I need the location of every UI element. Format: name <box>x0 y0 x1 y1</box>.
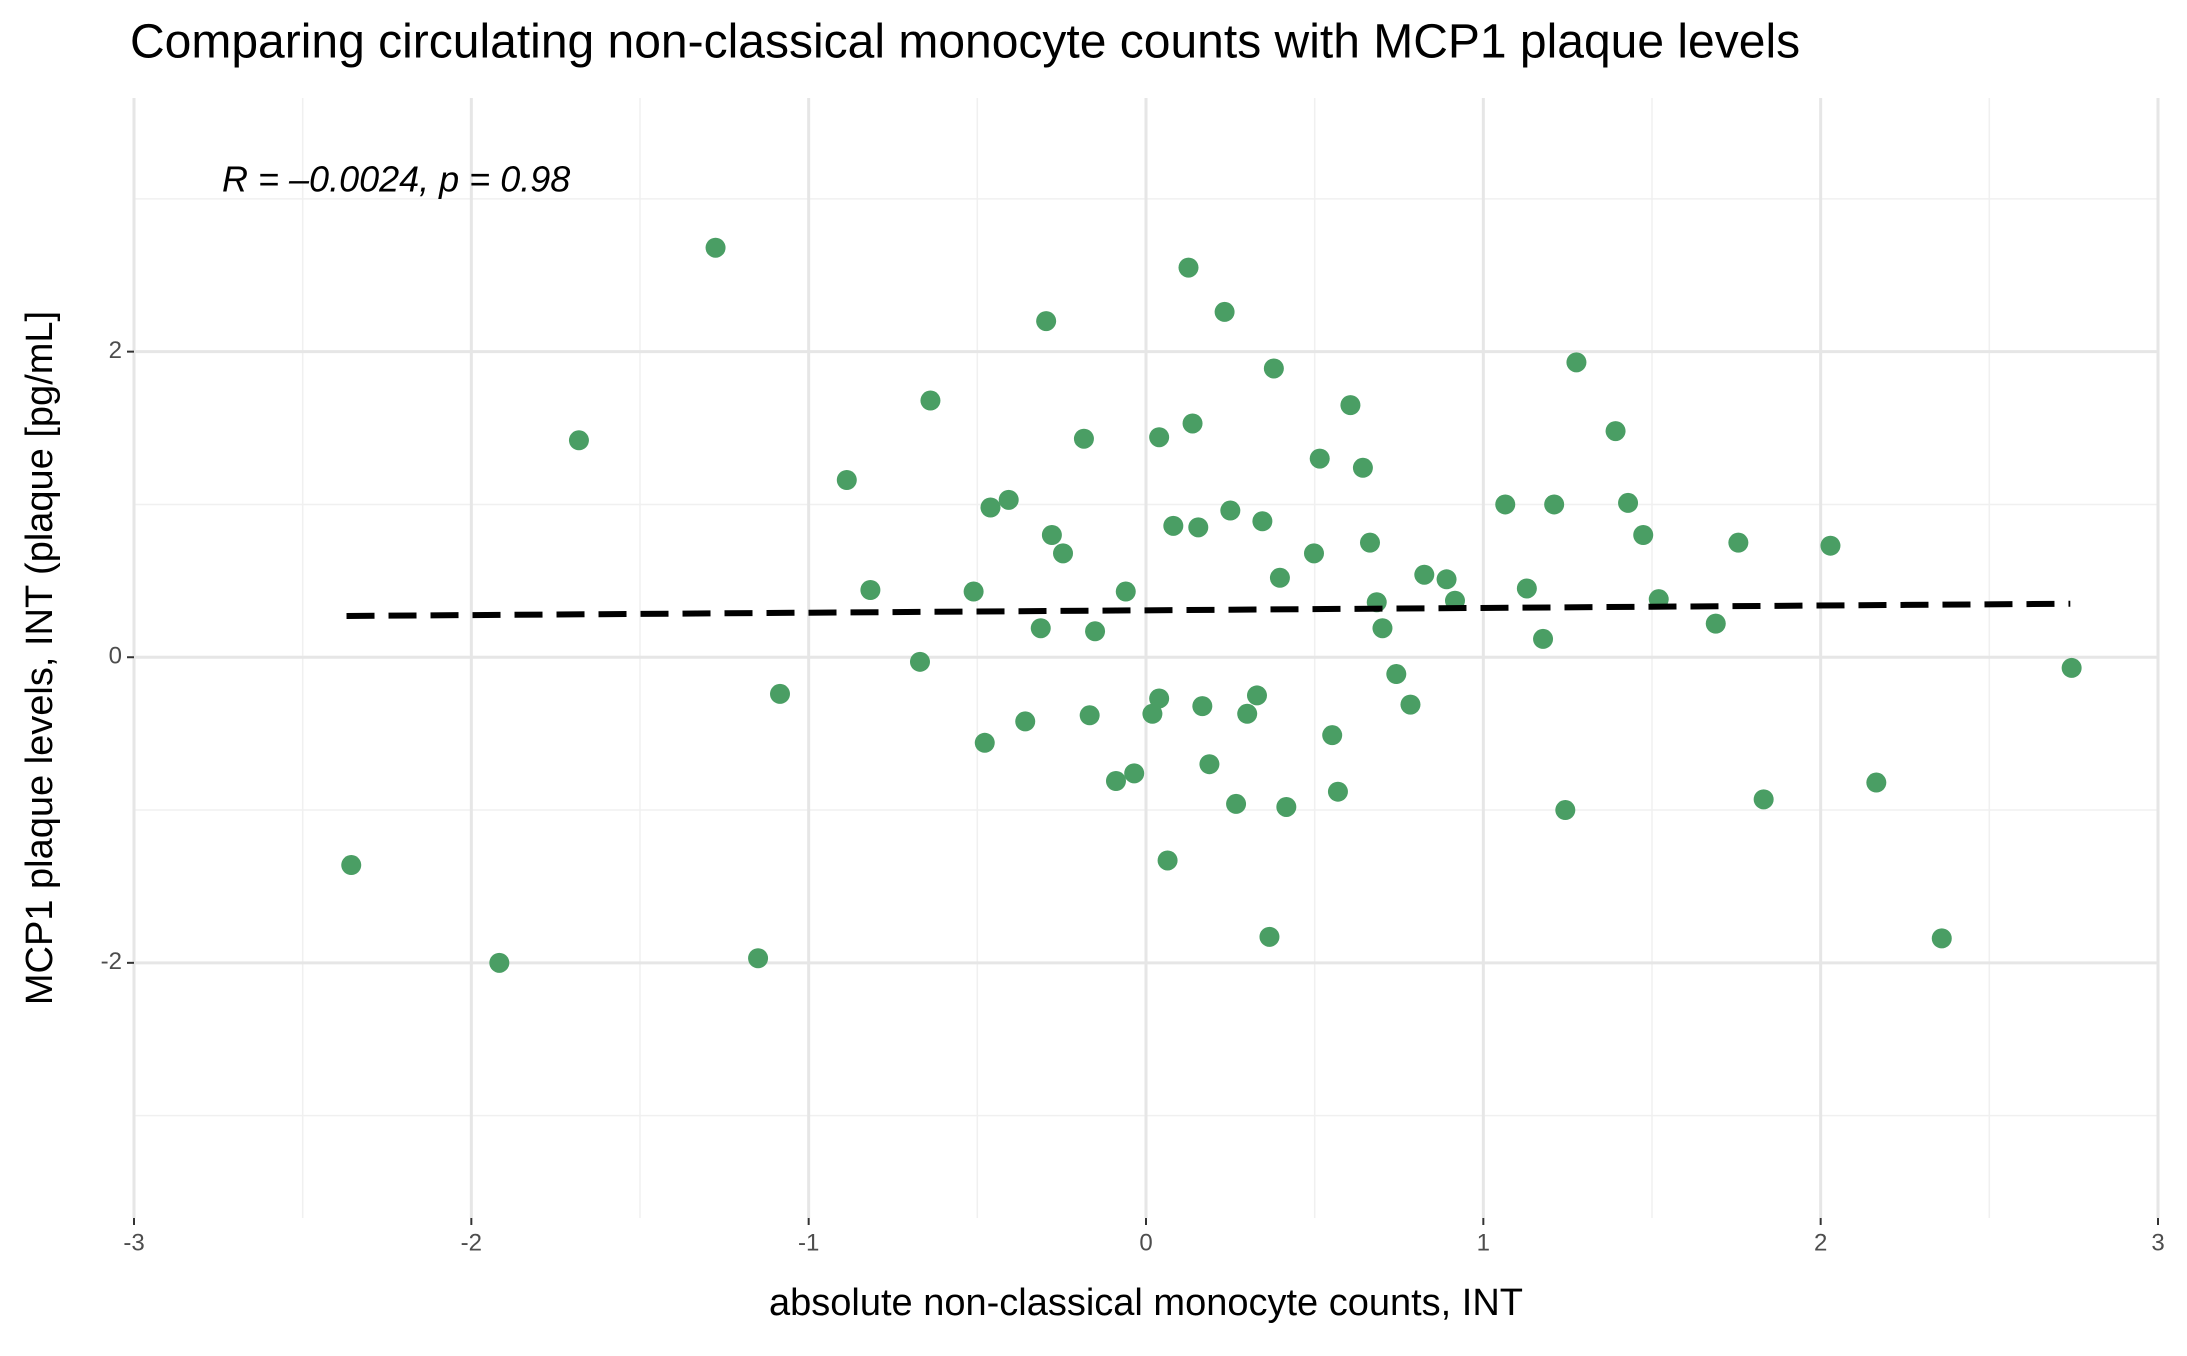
point <box>963 581 984 602</box>
x-tick-label: 1 <box>1477 1229 1490 1256</box>
point <box>748 948 769 969</box>
point <box>1149 688 1170 709</box>
point <box>836 469 857 490</box>
point <box>1566 352 1587 373</box>
point <box>1188 517 1209 538</box>
point <box>1372 618 1393 639</box>
point <box>1269 567 1290 588</box>
point <box>1820 535 1841 556</box>
point <box>1105 771 1126 792</box>
point <box>1182 413 1203 434</box>
point <box>1252 511 1273 532</box>
point <box>1705 613 1726 634</box>
marks <box>341 237 2082 973</box>
point <box>1149 427 1170 448</box>
y-tick-label: 2 <box>109 337 122 364</box>
x-tick-label: 0 <box>1139 1229 1152 1256</box>
point <box>860 580 881 601</box>
point <box>1073 428 1094 449</box>
point <box>1322 725 1343 746</box>
point <box>1053 543 1074 564</box>
point <box>1237 703 1258 724</box>
point <box>1516 578 1537 599</box>
point <box>1041 524 1062 545</box>
point <box>1259 926 1280 947</box>
x-tick-label: -1 <box>798 1229 819 1256</box>
point <box>1340 395 1361 416</box>
point <box>1618 492 1639 513</box>
point <box>568 430 589 451</box>
point <box>1533 628 1554 649</box>
point <box>1015 711 1036 732</box>
x-axis-title: absolute non-classical monocyte counts, … <box>769 1282 1523 1324</box>
point <box>1214 301 1235 322</box>
point <box>341 855 362 876</box>
point <box>1263 358 1284 379</box>
point <box>909 651 930 672</box>
point <box>998 489 1019 510</box>
point <box>974 732 995 753</box>
point <box>1400 694 1421 715</box>
point <box>1544 494 1565 515</box>
trend-line <box>346 600 2071 619</box>
point <box>705 237 726 258</box>
point <box>1359 532 1380 553</box>
point <box>1142 703 1163 724</box>
point <box>1303 543 1324 564</box>
point <box>1036 311 1057 332</box>
point <box>1386 664 1407 685</box>
point <box>1436 569 1457 590</box>
point <box>1178 257 1199 278</box>
point <box>489 952 510 973</box>
point <box>1220 500 1241 521</box>
point <box>1633 524 1654 545</box>
point <box>1085 621 1106 642</box>
point <box>1555 800 1576 821</box>
point <box>1246 685 1267 706</box>
point <box>1163 515 1184 536</box>
y-tick-label: 0 <box>109 643 122 670</box>
x-tick-label: 3 <box>2151 1229 2164 1256</box>
point <box>1866 772 1887 793</box>
point <box>1157 850 1178 871</box>
point <box>1192 696 1213 717</box>
point <box>1199 754 1220 775</box>
point <box>1931 928 1952 949</box>
point <box>1352 457 1373 478</box>
point <box>1414 564 1435 585</box>
point <box>1226 793 1247 814</box>
chart-title: Comparing circulating non-classical mono… <box>130 16 1800 69</box>
point <box>1495 494 1516 515</box>
point <box>980 497 1001 518</box>
point <box>1605 421 1626 442</box>
point <box>1327 781 1348 802</box>
point <box>1115 581 1136 602</box>
point <box>2061 657 2082 678</box>
annotation: R = –0.0024, p = 0.98 <box>222 159 570 200</box>
point <box>1276 796 1297 817</box>
point <box>1079 705 1100 726</box>
point <box>1309 448 1330 469</box>
point <box>1030 618 1051 639</box>
point <box>1753 789 1774 810</box>
x-tick-label: -3 <box>123 1229 144 1256</box>
y-axis-title: MCP1 plaque levels, INT (plaque [pg/mL] <box>19 311 61 1005</box>
x-tick-label: -2 <box>461 1229 482 1256</box>
point <box>769 683 790 704</box>
y-tick-label: -2 <box>101 948 122 975</box>
point <box>920 390 941 411</box>
grid <box>127 98 2160 1225</box>
point <box>1728 532 1749 553</box>
point <box>1124 763 1145 784</box>
x-tick-label: 2 <box>1814 1229 1827 1256</box>
